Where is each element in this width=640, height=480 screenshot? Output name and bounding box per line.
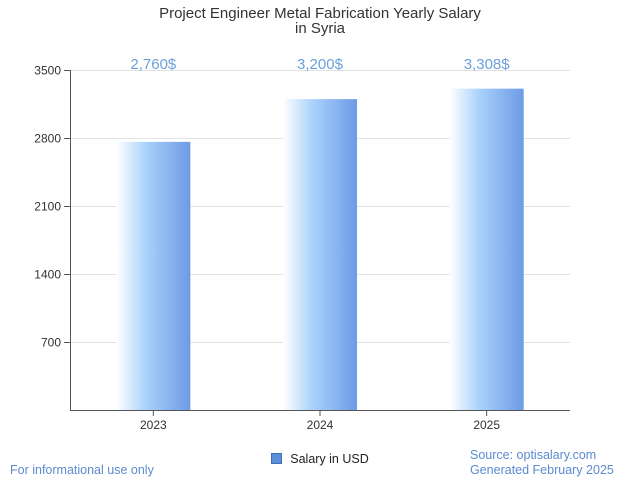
disclaimer-text: For informational use only [10,463,154,477]
chart-title-line-1: Project Engineer Metal Fabrication Yearl… [159,5,481,22]
legend-label: Salary in USD [290,452,369,466]
x-axis-ticks: 2023 2024 2025 [140,410,500,432]
data-labels: 2,760$ 3,200$ 3,308$ [130,56,510,73]
chart-title-line-2: in Syria [295,20,346,37]
x-tick-label-2024: 2024 [307,418,334,432]
legend-swatch [271,453,283,464]
x-tick-label-2023: 2023 [140,418,167,432]
bar-2023[interactable] [116,141,191,410]
y-tick-label-3: 2800 [34,132,61,146]
data-label-2024: 3,200$ [297,56,344,73]
y-tick-label-2: 2100 [34,200,61,214]
y-axis-ticks: 700 1400 2100 2800 3500 [34,64,70,350]
y-tick-label-1: 1400 [34,268,61,282]
bar-2025[interactable] [449,88,524,410]
generated-date: Generated February 2025 [470,463,614,477]
y-tick-label-0: 700 [41,336,61,350]
bar-2024[interactable] [283,99,357,411]
data-label-2025: 3,308$ [464,56,511,73]
source-link[interactable]: Source: optisalary.com [470,448,597,462]
legend[interactable]: Salary in USD [0,452,640,466]
data-label-2023: 2,760$ [130,56,177,73]
bars [116,88,524,411]
x-tick-label-2025: 2025 [473,418,500,432]
y-tick-label-4: 3500 [34,64,61,78]
